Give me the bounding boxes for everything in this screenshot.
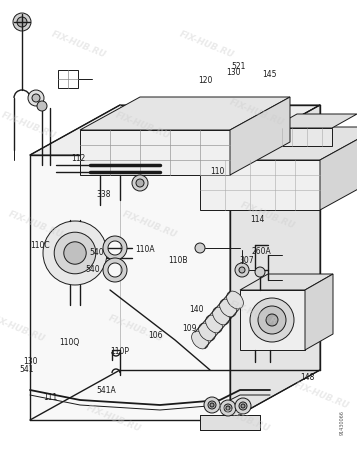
Text: 120: 120 [198, 76, 212, 85]
Text: FIX-HUB.RU: FIX-HUB.RU [0, 111, 57, 141]
Circle shape [43, 221, 107, 285]
Polygon shape [230, 97, 290, 175]
Text: 540: 540 [86, 266, 100, 274]
Circle shape [239, 402, 247, 410]
Text: 130: 130 [23, 357, 38, 366]
Ellipse shape [206, 315, 222, 333]
Circle shape [258, 306, 286, 334]
Text: 110P: 110P [111, 347, 130, 356]
Text: FIX-HUB.RU: FIX-HUB.RU [293, 381, 350, 411]
Polygon shape [305, 274, 333, 350]
Text: 91430066: 91430066 [340, 410, 345, 435]
Text: FIX-HUB.RU: FIX-HUB.RU [107, 313, 164, 344]
Text: 521: 521 [231, 62, 246, 71]
Text: FIX-HUB.RU: FIX-HUB.RU [214, 403, 271, 434]
Text: FIX-HUB.RU: FIX-HUB.RU [228, 300, 286, 330]
Text: 111: 111 [43, 393, 57, 402]
Text: FIX-HUB.RU: FIX-HUB.RU [0, 313, 46, 344]
Polygon shape [80, 97, 290, 130]
Text: FIX-HUB.RU: FIX-HUB.RU [7, 210, 64, 240]
Circle shape [195, 243, 205, 253]
Polygon shape [240, 290, 305, 350]
Text: FIX-HUB.RU: FIX-HUB.RU [121, 210, 178, 240]
Text: FIX-HUB.RU: FIX-HUB.RU [228, 97, 286, 128]
Circle shape [13, 13, 31, 31]
Text: 338: 338 [96, 190, 111, 199]
Circle shape [239, 267, 245, 273]
Circle shape [37, 101, 47, 111]
Circle shape [224, 404, 232, 412]
Text: 541A: 541A [96, 386, 116, 395]
Text: 110: 110 [211, 167, 225, 176]
Polygon shape [200, 127, 357, 160]
Circle shape [32, 94, 40, 102]
Text: FIX-HUB.RU: FIX-HUB.RU [86, 403, 143, 434]
Text: 540: 540 [89, 248, 104, 257]
Ellipse shape [192, 331, 208, 349]
Circle shape [235, 398, 251, 414]
Polygon shape [200, 415, 260, 430]
Text: 541: 541 [20, 364, 34, 373]
Text: 110B: 110B [168, 256, 187, 265]
Text: 109: 109 [182, 324, 197, 333]
Circle shape [241, 404, 245, 408]
Text: FIX-HUB.RU: FIX-HUB.RU [50, 30, 107, 60]
Circle shape [250, 298, 294, 342]
Text: 110Q: 110Q [59, 338, 79, 347]
Circle shape [132, 175, 148, 191]
Circle shape [226, 406, 230, 410]
Circle shape [204, 397, 220, 413]
Polygon shape [80, 130, 230, 175]
Ellipse shape [227, 291, 243, 309]
Text: 114: 114 [250, 215, 264, 224]
Circle shape [210, 403, 214, 407]
Ellipse shape [213, 307, 229, 325]
Text: FIX-HUB.RU: FIX-HUB.RU [178, 30, 236, 60]
Circle shape [208, 401, 216, 409]
Circle shape [235, 263, 249, 277]
Circle shape [255, 267, 265, 277]
Ellipse shape [198, 323, 215, 341]
Text: 112: 112 [71, 154, 86, 163]
Text: 145: 145 [262, 70, 277, 79]
Circle shape [220, 400, 236, 416]
Ellipse shape [220, 299, 236, 317]
Text: FIX-HUB.RU: FIX-HUB.RU [114, 111, 171, 141]
Polygon shape [272, 114, 357, 128]
Polygon shape [200, 160, 320, 210]
Text: 148: 148 [300, 373, 314, 382]
Text: 260A: 260A [252, 247, 271, 256]
Polygon shape [240, 274, 333, 290]
Polygon shape [320, 127, 357, 210]
Text: 130: 130 [226, 68, 241, 77]
Polygon shape [30, 155, 230, 420]
Text: 140: 140 [189, 305, 204, 314]
Circle shape [266, 314, 278, 326]
Polygon shape [272, 128, 332, 146]
Text: FIX-HUB.RU: FIX-HUB.RU [239, 201, 296, 231]
Circle shape [28, 90, 44, 106]
Circle shape [64, 242, 86, 264]
Circle shape [136, 179, 144, 187]
Polygon shape [30, 105, 320, 155]
Text: 110A: 110A [136, 245, 155, 254]
Text: 110C: 110C [30, 241, 50, 250]
Text: 307: 307 [239, 256, 254, 265]
Text: 106: 106 [148, 331, 163, 340]
Polygon shape [230, 105, 320, 420]
Circle shape [54, 232, 96, 274]
Circle shape [17, 17, 27, 27]
